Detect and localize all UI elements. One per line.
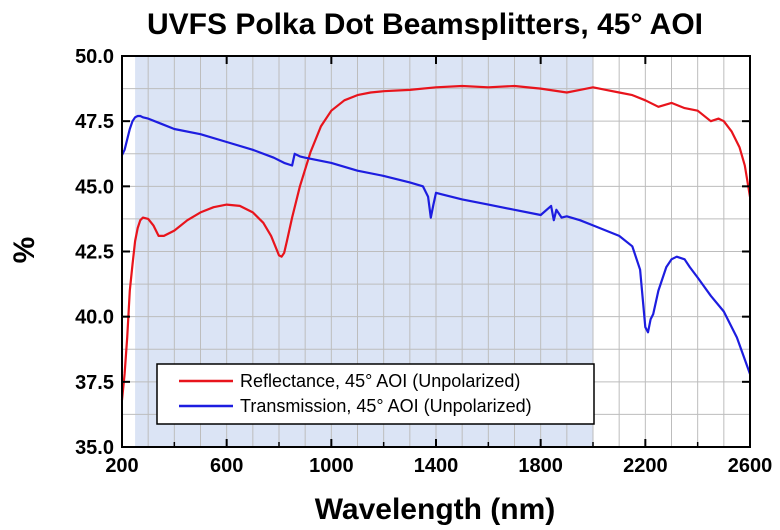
legend-label-1: Reflectance, 45° AOI (Unpolarized) [240, 371, 520, 391]
x-tick-label: 1400 [414, 455, 459, 477]
x-tick-label: 2600 [728, 455, 773, 477]
x-tick-label: 1000 [309, 455, 354, 477]
y-tick-label: 35.0 [75, 437, 114, 459]
plot-area: 200 600 1000 1400 1800 2200 2600 35.0 37.5 40.0 42… [75, 46, 772, 477]
y-tick-label: 37.5 [75, 372, 114, 394]
y-tick-label: 50.0 [75, 46, 114, 68]
y-tick-label: 40.0 [75, 307, 114, 329]
legend-box [156, 363, 595, 425]
x-tick-label: 2200 [623, 455, 668, 477]
y-tick-label: 42.5 [75, 242, 114, 264]
x-tick-label: 1800 [518, 455, 563, 477]
legend-label-2: Transmission, 45° AOI (Unpolarized) [240, 396, 532, 416]
series-line-2 [121, 114, 752, 375]
y-tick-label: 47.5 [75, 111, 114, 133]
series-line-1 [120, 84, 752, 401]
chart-title: UVFS Polka Dot Beamsplitters, 45° AOI [147, 8, 703, 41]
x-axis-label: Wavelength (nm) [315, 493, 556, 526]
x-tick-label: 600 [210, 455, 243, 477]
y-axis-label: % [8, 237, 41, 264]
x-tick-label: 200 [105, 455, 138, 477]
y-tick-label: 45.0 [75, 176, 114, 198]
